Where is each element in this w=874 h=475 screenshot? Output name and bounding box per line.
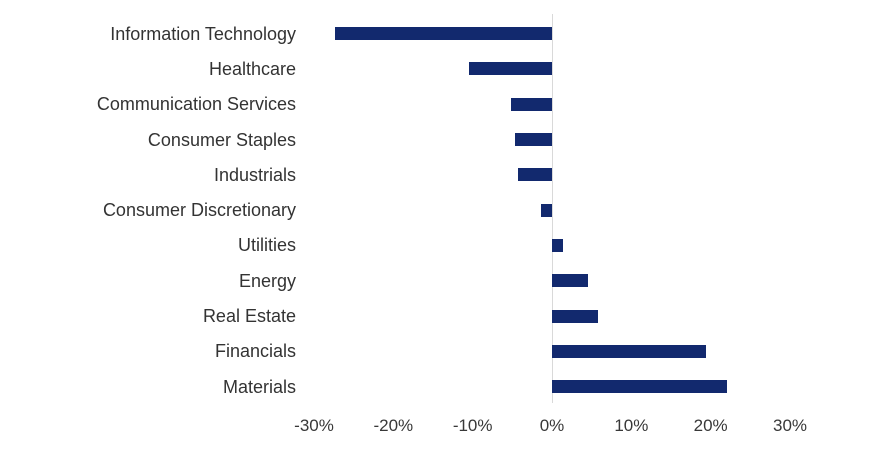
chart-row: Healthcare [0, 51, 790, 86]
bar [510, 97, 552, 111]
bar [552, 344, 706, 358]
bar-track [314, 274, 790, 288]
chart-row: Materials [0, 369, 790, 404]
category-label: Financials [214, 341, 296, 362]
x-tick-label: -30% [294, 416, 334, 435]
category-label: Utilities [237, 235, 296, 256]
chart-row: Consumer Staples [0, 122, 790, 157]
bar-track [314, 62, 790, 76]
x-axis: -30% -20% -10% 0% 10% 20% 30% [294, 416, 807, 440]
bar [552, 380, 728, 394]
chart-rows: Information Technology Healthcare Communic… [0, 16, 790, 404]
bar [540, 203, 552, 217]
bar-track [314, 344, 790, 358]
x-tick-label: 30% [772, 416, 808, 435]
category-label: Materials [222, 376, 296, 397]
chart-row: Energy [0, 263, 790, 298]
zero-axis-line [552, 14, 553, 403]
category-label: Healthcare [208, 58, 296, 79]
x-tick-label: 0% [539, 416, 565, 435]
category-label: Consumer Discretionary [102, 200, 296, 221]
chart-row: Utilities [0, 228, 790, 263]
category-label: Information Technology [110, 23, 296, 44]
x-tick-label: 10% [614, 416, 649, 435]
bar-track [314, 97, 790, 111]
x-tick-label: -20% [373, 416, 414, 435]
category-label: Industrials [213, 164, 296, 185]
bar-track [314, 380, 790, 394]
bar [468, 62, 552, 76]
bar-track [314, 133, 790, 147]
bar-track [314, 168, 790, 182]
bar [517, 168, 552, 182]
x-tick-label: 20% [693, 416, 728, 435]
bar-track [314, 27, 790, 41]
bar-track [314, 203, 790, 217]
category-label: Real Estate [202, 306, 296, 327]
bar [552, 309, 598, 323]
x-tick-label: -10% [452, 416, 493, 435]
bar-track [314, 309, 790, 323]
category-label: Energy [238, 270, 296, 291]
bar [552, 274, 589, 288]
category-label: Consumer Staples [147, 129, 296, 150]
chart-row: Financials [0, 334, 790, 369]
bar-track [314, 238, 790, 252]
bar [514, 133, 552, 147]
bar [334, 27, 552, 41]
chart-row: Real Estate [0, 298, 790, 333]
chart-row: Information Technology [0, 16, 790, 51]
bar [552, 238, 564, 252]
category-label: Communication Services [96, 94, 296, 115]
chart-row: Communication Services [0, 87, 790, 122]
chart-row: Industrials [0, 157, 790, 192]
chart-row: Consumer Discretionary [0, 192, 790, 227]
